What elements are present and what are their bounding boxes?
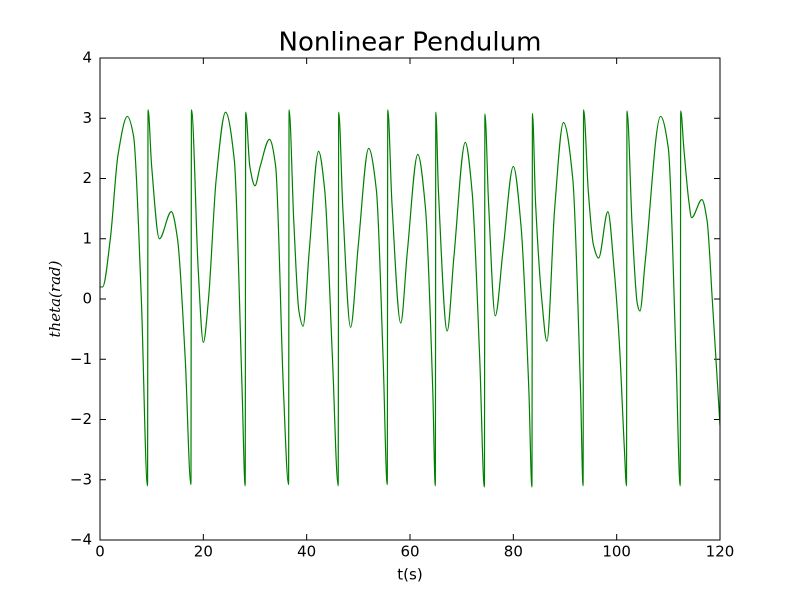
x-tick-label: 120 bbox=[706, 543, 735, 561]
data-line bbox=[100, 109, 721, 488]
x-tick-label: 100 bbox=[602, 543, 631, 561]
y-tick-label: 3 bbox=[82, 109, 92, 127]
y-tick-label: −2 bbox=[70, 410, 92, 428]
y-axis-label: theta(rad) bbox=[46, 260, 64, 337]
y-tick-label: −3 bbox=[70, 470, 92, 488]
chart-title: Nonlinear Pendulum bbox=[279, 28, 542, 58]
y-tick-label: 2 bbox=[82, 169, 92, 187]
plot-frame bbox=[99, 57, 721, 541]
y-tick-label: −1 bbox=[70, 350, 92, 368]
y-tick-label: 4 bbox=[82, 49, 92, 67]
x-tick-label: 60 bbox=[400, 543, 419, 561]
y-tick-label: −4 bbox=[70, 531, 92, 549]
y-tick-label: 1 bbox=[82, 229, 92, 247]
x-axis-label: t(s) bbox=[397, 566, 422, 584]
x-tick-label: 80 bbox=[504, 543, 523, 561]
x-tick-label: 40 bbox=[297, 543, 316, 561]
x-tick-label: 20 bbox=[194, 543, 213, 561]
x-tick-label: 0 bbox=[95, 543, 105, 561]
y-tick-label: 0 bbox=[82, 290, 92, 308]
